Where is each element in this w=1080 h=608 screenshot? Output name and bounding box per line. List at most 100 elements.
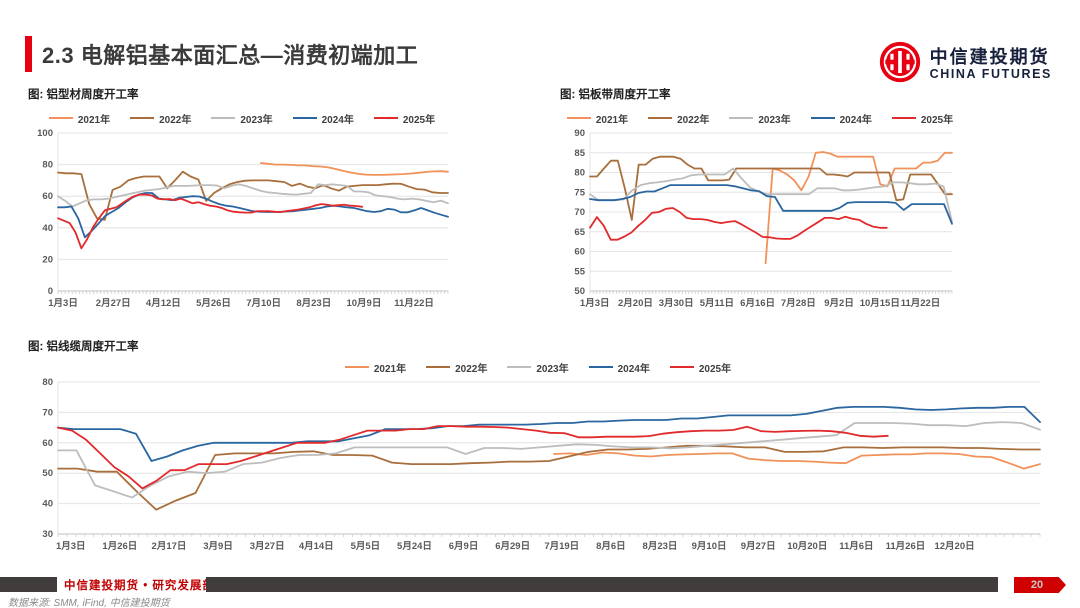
svg-text:6月9日: 6月9日 [449,541,479,552]
legend-item: 2023年 [729,111,791,126]
legend-item: 2025年 [669,360,731,375]
svg-text:2月27日: 2月27日 [96,298,131,309]
page-number: 20 [1030,579,1044,591]
title-block: 2.3 电解铝基本面汇总—消费初端加工 [25,36,418,72]
svg-text:30: 30 [42,529,53,540]
legend-swatch [648,116,673,120]
svg-text:1月3日: 1月3日 [48,298,78,309]
legend-swatch [426,365,451,369]
chart-title: 图: 铝型材周度开工率 [28,89,139,101]
svg-text:8月6日: 8月6日 [596,541,626,552]
svg-text:11月26日: 11月26日 [886,541,926,552]
footer-bar-left-segment [0,577,57,592]
chart-legend: 2021年 2022年 2023年 2024年 2025年 [28,358,1048,376]
chart-legend: 2021年 2022年 2023年 2024年 2025年 [560,109,960,127]
legend-label: 2021年 [373,363,407,375]
svg-text:80: 80 [42,160,53,171]
svg-text:9月27日: 9月27日 [741,541,776,552]
svg-text:70: 70 [42,407,53,418]
svg-text:5月26日: 5月26日 [196,298,231,309]
legend-item: 2024年 [292,111,354,126]
svg-text:40: 40 [42,223,53,234]
legend-swatch [373,116,398,120]
legend-item: 2025年 [891,111,953,126]
chart-panel-aluminum-sheet-strip: 图: 铝板带周度开工率 2021年 2022年 2023年 2024年 2025年 50… [560,86,960,311]
svg-text:3月30日: 3月30日 [659,298,694,309]
svg-text:20: 20 [42,254,53,265]
legend-label: 2021年 [595,114,629,126]
legend-label: 2024年 [839,114,872,126]
legend-item: 2023年 [507,360,569,375]
footer-bar-main-segment [206,577,998,592]
svg-text:7月10日: 7月10日 [246,298,281,309]
legend-swatch [669,365,694,369]
legend-swatch [211,116,236,120]
svg-text:4月12日: 4月12日 [146,298,181,309]
legend-swatch [130,116,155,120]
legend-label: 2025年 [402,114,436,126]
svg-text:9月10日: 9月10日 [692,541,727,552]
svg-text:90: 90 [574,128,585,139]
data-source-note: 数据来源: SMM, iFind, 中信建投期货 [8,598,170,608]
svg-text:80: 80 [574,168,585,179]
svg-text:70: 70 [574,207,585,218]
svg-text:40: 40 [42,499,53,510]
legend-item: 2024年 [810,111,872,126]
logo-cn-text: 中信建投期货 [929,46,1050,67]
footer-department: 中信建投期货 • 研究发展部 [64,579,215,592]
title-accent-bar [25,36,32,72]
svg-text:100: 100 [37,128,53,139]
legend-label: 2021年 [77,114,111,126]
svg-text:8月23日: 8月23日 [643,541,678,552]
legend-swatch [891,116,916,120]
svg-text:2月20日: 2月20日 [618,298,653,309]
chart-legend: 2021年 2022年 2023年 2024年 2025年 [28,109,456,127]
legend-swatch [729,116,754,120]
legend-item: 2022年 [648,111,709,126]
svg-text:2月17日: 2月17日 [152,541,187,552]
legend-swatch [588,365,613,369]
chart-title: 图: 铝板带周度开工率 [560,89,671,101]
chart-plot: 30 40 50 60 70 80 1月3日 1月26日 2月17日 3月9日 3月27日 4月14日… [42,377,1041,552]
svg-text:55: 55 [574,266,585,277]
svg-text:10月20日: 10月20日 [787,541,827,552]
legend-item: 2023年 [211,111,273,126]
svg-text:5月5日: 5月5日 [351,541,381,552]
chart-panel-aluminum-profile: 图: 铝型材周度开工率 2021年 2022年 2023年 2024年 2025年 0 2… [28,86,456,311]
svg-text:75: 75 [574,187,585,198]
legend-label: 2024年 [321,114,354,126]
page-title: 2.3 电解铝基本面汇总—消费初端加工 [42,43,419,68]
svg-text:1月26日: 1月26日 [102,541,137,552]
legend-swatch [48,116,73,120]
svg-text:10月9日: 10月9日 [346,298,381,309]
logo-en-text: CHINA FUTURES [929,66,1052,81]
legend-label: 2022年 [677,114,710,126]
svg-text:6月29日: 6月29日 [495,541,530,552]
svg-text:85: 85 [574,148,585,159]
svg-text:12月20日: 12月20日 [934,541,974,552]
chart-title: 图: 铝线缆周度开工率 [28,341,139,353]
legend-label: 2022年 [159,114,192,126]
svg-text:60: 60 [574,247,585,258]
logo-texts: 中信建投期货 CHINA FUTURES [929,46,1052,82]
svg-text:5月11日: 5月11日 [700,298,734,309]
svg-text:50: 50 [574,286,585,297]
legend-label: 2023年 [536,363,569,375]
legend-label: 2024年 [617,363,650,375]
svg-text:10月15日: 10月15日 [860,298,900,309]
svg-text:9月2日: 9月2日 [824,298,854,309]
legend-item: 2021年 [566,111,629,126]
legend-swatch [344,365,369,369]
page-number-badge: 20 [1014,577,1066,593]
svg-text:50: 50 [42,468,53,479]
svg-text:11月22日: 11月22日 [394,298,434,309]
chart-panel-aluminum-cable: 图: 铝线缆周度开工率 2021年 2022年 2023年 2024年 2025年 30… [28,338,1048,554]
legend-label: 2022年 [455,363,488,375]
citic-logo-icon [878,40,922,89]
legend-item: 2021年 [344,360,407,375]
svg-text:11月22日: 11月22日 [901,298,941,309]
legend-label: 2023年 [758,114,791,126]
svg-text:60: 60 [42,438,53,449]
svg-text:11月6日: 11月6日 [839,541,873,552]
svg-text:6月16日: 6月16日 [740,298,775,309]
